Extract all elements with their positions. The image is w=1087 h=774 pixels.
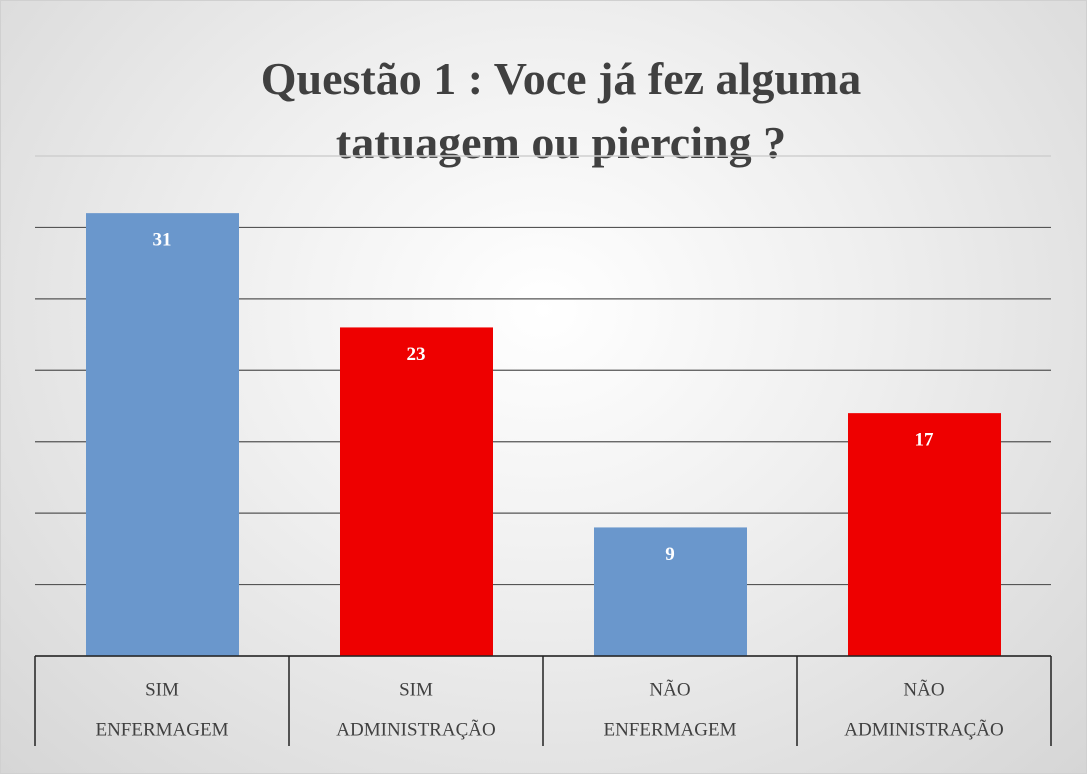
x-tick-label: NÃO [903, 678, 944, 700]
bar [340, 327, 493, 656]
x-tick-label: SIM [399, 679, 433, 700]
data-label: 23 [407, 344, 426, 365]
bar [594, 527, 747, 656]
x-tick-label: ADMINISTRAÇÃO [844, 718, 1003, 740]
x-tick-label: ENFERMAGEM [603, 719, 736, 740]
data-label: 31 [153, 230, 172, 251]
data-label: 17 [915, 430, 935, 451]
bar [86, 213, 239, 656]
x-tick-label: SIM [145, 679, 179, 700]
x-tick-label: NÃO [649, 678, 690, 700]
x-tick-label: ADMINISTRAÇÃO [336, 718, 495, 740]
bar [848, 413, 1001, 656]
data-label: 9 [665, 544, 675, 565]
x-tick-label: ENFERMAGEM [95, 719, 228, 740]
chart-title: Questão 1 : Voce já fez alguma tatuagem … [260, 53, 862, 168]
